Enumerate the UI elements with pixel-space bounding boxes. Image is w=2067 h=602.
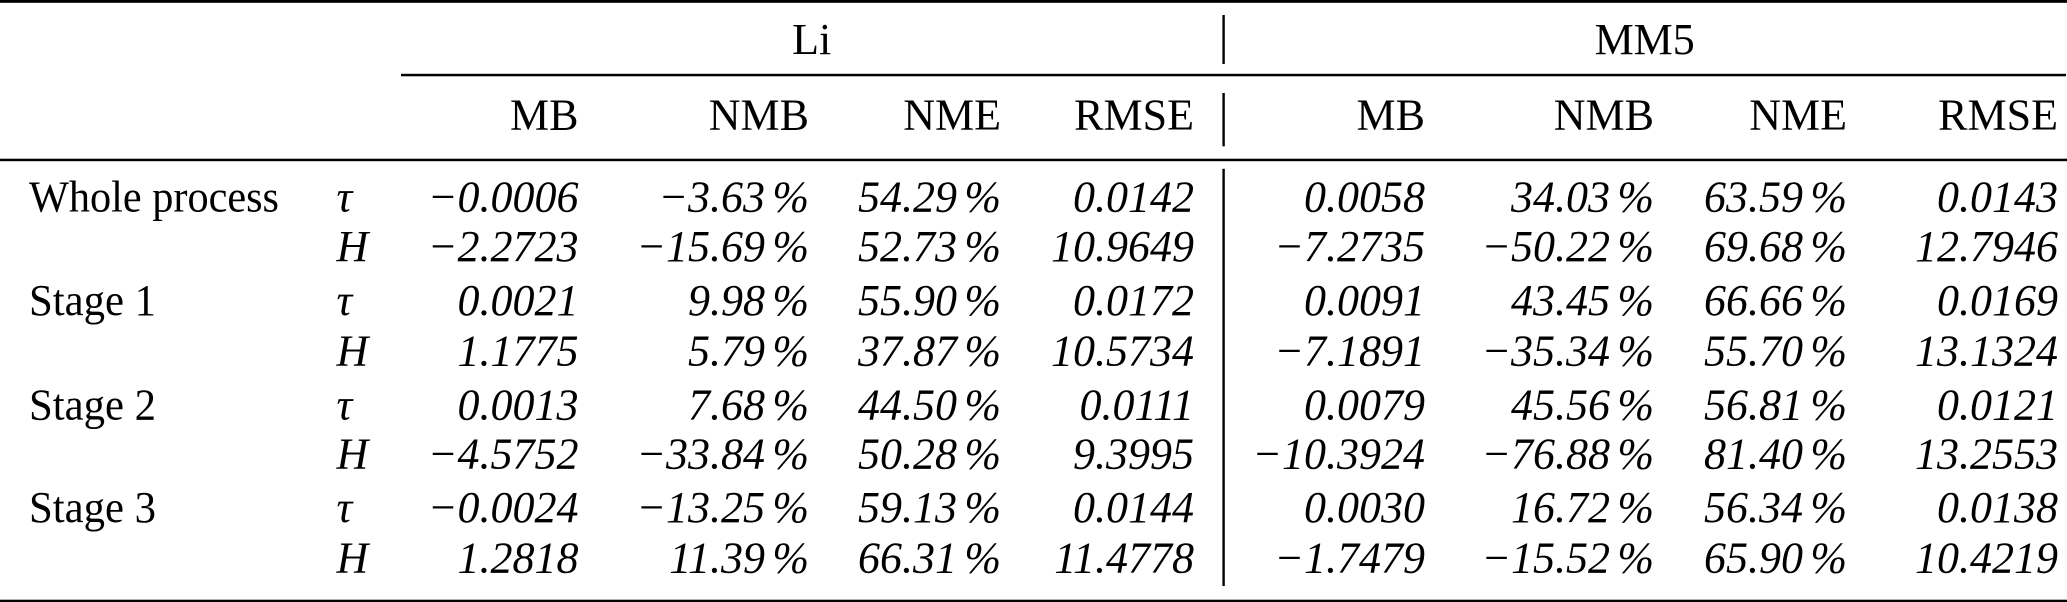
svg-text:59.13%: 59.13% [858, 483, 1001, 532]
svg-text:16.72%: 16.72% [1511, 483, 1654, 532]
svg-text:0.0030: 0.0030 [1304, 483, 1425, 532]
svg-text:NME: NME [903, 91, 1001, 140]
svg-text:MM5: MM5 [1595, 15, 1695, 64]
svg-text:Li: Li [792, 15, 831, 64]
svg-text:0.0144: 0.0144 [1073, 483, 1194, 532]
svg-text:63.59%: 63.59% [1704, 172, 1847, 221]
svg-text:55.90%: 55.90% [858, 276, 1001, 325]
svg-text:−0.0006: −0.0006 [428, 172, 579, 221]
svg-text:H: H [336, 430, 371, 479]
svg-text:37.87%: 37.87% [857, 327, 1001, 376]
svg-text:−0.0024: −0.0024 [428, 483, 579, 532]
svg-text:10.9649: 10.9649 [1051, 222, 1194, 271]
svg-text:NMB: NMB [709, 91, 809, 140]
svg-text:56.34%: 56.34% [1704, 483, 1847, 532]
svg-text:−76.88%: −76.88% [1481, 430, 1654, 479]
svg-text:11.39%: 11.39% [669, 533, 809, 582]
svg-text:1.2818: 1.2818 [458, 533, 579, 582]
svg-text:τ: τ [337, 380, 355, 429]
svg-text:12.7946: 12.7946 [1915, 222, 2058, 271]
svg-text:−1.7479: −1.7479 [1274, 533, 1425, 582]
svg-text:−13.25%: −13.25% [636, 483, 809, 532]
svg-text:0.0111: 0.0111 [1080, 380, 1194, 429]
svg-text:81.40%: 81.40% [1704, 430, 1847, 479]
svg-text:0.0169: 0.0169 [1937, 276, 2058, 325]
svg-text:−50.22%: −50.22% [1481, 222, 1654, 271]
svg-text:Stage 2: Stage 2 [29, 380, 156, 429]
svg-text:−2.2723: −2.2723 [428, 222, 579, 271]
svg-text:H: H [336, 533, 371, 582]
svg-text:MB: MB [1357, 91, 1425, 140]
svg-text:0.0021: 0.0021 [458, 276, 579, 325]
svg-text:0.0121: 0.0121 [1937, 380, 2058, 429]
svg-text:−10.3924: −10.3924 [1252, 430, 1425, 479]
svg-text:45.56%: 45.56% [1511, 380, 1654, 429]
svg-text:54.29%: 54.29% [858, 172, 1001, 221]
svg-text:5.79%: 5.79% [688, 327, 809, 376]
svg-text:0.0058: 0.0058 [1304, 172, 1425, 221]
svg-text:10.4219: 10.4219 [1915, 533, 2058, 582]
svg-text:66.66%: 66.66% [1704, 276, 1847, 325]
svg-text:−7.2735: −7.2735 [1274, 222, 1425, 271]
svg-text:10.5734: 10.5734 [1051, 327, 1194, 376]
svg-text:MB: MB [510, 91, 578, 140]
svg-text:−15.52%: −15.52% [1481, 533, 1654, 582]
svg-text:RMSE: RMSE [1938, 91, 2058, 140]
svg-text:τ: τ [337, 276, 355, 325]
svg-text:Whole process: Whole process [29, 172, 279, 221]
svg-text:NME: NME [1749, 91, 1847, 140]
svg-text:0.0138: 0.0138 [1937, 483, 2058, 532]
svg-text:43.45%: 43.45% [1511, 276, 1654, 325]
svg-text:Stage 3: Stage 3 [29, 483, 156, 532]
svg-text:9.98%: 9.98% [688, 276, 809, 325]
svg-text:−15.69%: −15.69% [636, 222, 809, 271]
svg-text:56.81%: 56.81% [1704, 380, 1847, 429]
svg-text:−33.84%: −33.84% [636, 430, 809, 479]
svg-text:7.68%: 7.68% [688, 380, 809, 429]
svg-text:Stage 1: Stage 1 [29, 276, 156, 325]
svg-text:65.90%: 65.90% [1704, 533, 1847, 582]
svg-text:44.50%: 44.50% [858, 380, 1001, 429]
svg-text:H: H [336, 327, 371, 376]
svg-text:τ: τ [337, 483, 355, 532]
svg-text:τ: τ [337, 172, 355, 221]
svg-text:−7.1891: −7.1891 [1274, 327, 1425, 376]
svg-text:RMSE: RMSE [1074, 91, 1194, 140]
svg-text:9.3995: 9.3995 [1073, 430, 1194, 479]
svg-text:52.73%: 52.73% [858, 222, 1001, 271]
svg-text:55.70%: 55.70% [1704, 327, 1847, 376]
svg-text:H: H [336, 222, 371, 271]
svg-text:13.2553: 13.2553 [1915, 430, 2058, 479]
svg-text:0.0079: 0.0079 [1304, 380, 1425, 429]
svg-text:0.0172: 0.0172 [1073, 276, 1194, 325]
svg-text:−3.63%: −3.63% [658, 172, 809, 221]
svg-text:0.0013: 0.0013 [458, 380, 579, 429]
svg-text:0.0143: 0.0143 [1937, 172, 2058, 221]
svg-text:66.31%: 66.31% [858, 533, 1001, 582]
svg-text:50.28%: 50.28% [858, 430, 1001, 479]
svg-text:1.1775: 1.1775 [458, 327, 579, 376]
svg-text:0.0091: 0.0091 [1304, 276, 1425, 325]
svg-text:34.03%: 34.03% [1510, 172, 1654, 221]
svg-text:−35.34%: −35.34% [1481, 327, 1654, 376]
svg-text:13.1324: 13.1324 [1915, 327, 2058, 376]
svg-text:−4.5752: −4.5752 [428, 430, 579, 479]
svg-text:0.0142: 0.0142 [1073, 172, 1194, 221]
svg-text:69.68%: 69.68% [1704, 222, 1847, 271]
svg-text:11.4778: 11.4778 [1054, 533, 1194, 582]
svg-text:NMB: NMB [1554, 91, 1654, 140]
